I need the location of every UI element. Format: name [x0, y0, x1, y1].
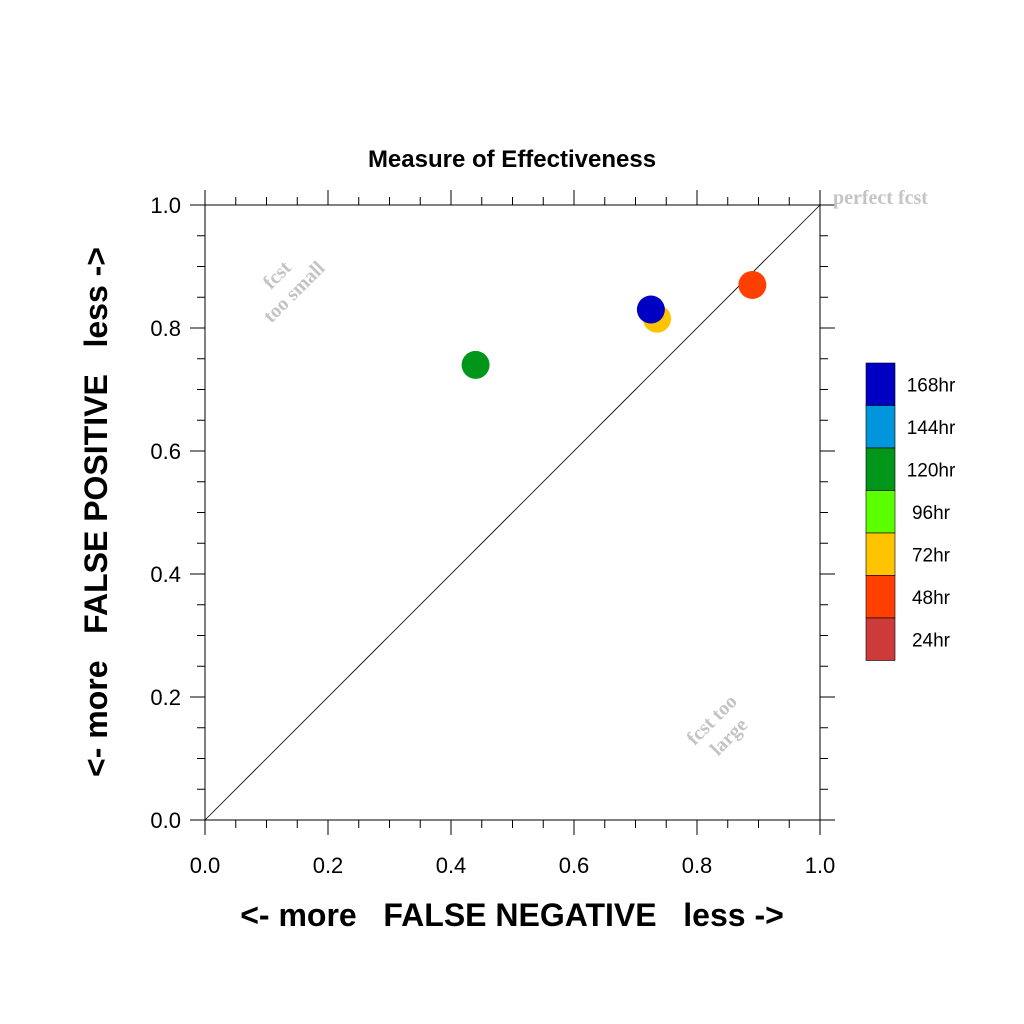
legend-swatch	[865, 617, 896, 661]
y-axis-label: <- more FALSE POSITIVE less ->	[78, 247, 114, 777]
legend-swatch	[865, 362, 896, 406]
perfect-forecast-line	[204, 204, 821, 821]
legend-swatch	[865, 405, 896, 449]
x-axis-label: <- more FALSE NEGATIVE less ->	[240, 897, 784, 933]
x-tick-label: 0.8	[682, 853, 713, 878]
x-tick-label: 0.0	[190, 853, 221, 878]
legend-label: 144hr	[907, 418, 956, 439]
x-tick-label: 1.0	[805, 853, 836, 878]
x-tick-label: 0.4	[436, 853, 467, 878]
legend-swatch	[865, 532, 896, 576]
plot-frame	[204, 204, 821, 821]
y-tick-label: 0.4	[150, 562, 181, 587]
x-tick-labels: 0.0 0.2 0.4 0.6 0.8 1.0	[190, 853, 836, 878]
y-tick-label: 1.0	[150, 193, 181, 218]
y-tick-label: 0.6	[150, 439, 181, 464]
y-tick-label: 0.0	[150, 808, 181, 833]
minor-ticks	[197, 197, 828, 828]
legend-swatch	[865, 490, 896, 534]
major-ticks	[190, 190, 835, 835]
legend-label: 96hr	[912, 503, 951, 524]
too-large-annotation: fcst too large	[683, 691, 753, 761]
data-point-48hr	[738, 270, 767, 299]
data-point-168hr	[636, 295, 665, 324]
x-tick-label: 0.2	[313, 853, 344, 878]
x-tick-label: 0.6	[559, 853, 590, 878]
legend-label: 120hr	[907, 460, 956, 481]
legend-label: 168hr	[907, 375, 956, 396]
chart-title: Measure of Effectiveness	[368, 146, 656, 173]
legend-swatch	[865, 575, 896, 619]
legend-label: 48hr	[912, 588, 951, 609]
too-small-annotation: fcst too small	[259, 257, 330, 328]
data-point-120hr	[461, 350, 490, 379]
y-tick-label: 0.8	[150, 316, 181, 341]
plot-area	[190, 190, 835, 835]
legend: 168hr 144hr 120hr 96hr 72hr 48hr 24hr	[865, 362, 956, 661]
legend-swatch	[865, 447, 896, 491]
y-tick-label: 0.2	[150, 685, 181, 710]
data-points	[461, 270, 767, 379]
y-tick-labels: 0.0 0.2 0.4 0.6 0.8 1.0	[150, 193, 181, 833]
legend-label: 24hr	[912, 630, 951, 651]
perfect-forecast-annotation: perfect fcst	[833, 187, 928, 209]
legend-label: 72hr	[912, 545, 951, 566]
